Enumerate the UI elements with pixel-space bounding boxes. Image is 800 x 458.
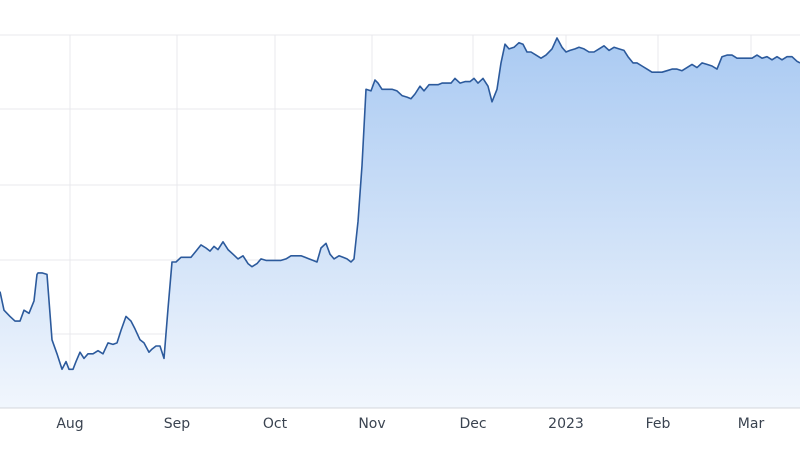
x-tick-label: Aug <box>56 416 83 432</box>
x-tick-label: Mar <box>738 416 765 432</box>
series-line <box>0 37 800 371</box>
x-axis: Aug Sep Oct Nov Dec 2023 Feb Mar <box>56 416 764 432</box>
x-tick-label: Feb <box>646 416 671 432</box>
x-tick-label: Nov <box>358 416 385 432</box>
series-area <box>0 38 800 408</box>
x-tick-label: Dec <box>459 416 486 432</box>
x-tick-label: Sep <box>164 416 191 432</box>
x-tick-label: 2023 <box>548 416 584 432</box>
x-tick-label: Oct <box>263 416 288 432</box>
